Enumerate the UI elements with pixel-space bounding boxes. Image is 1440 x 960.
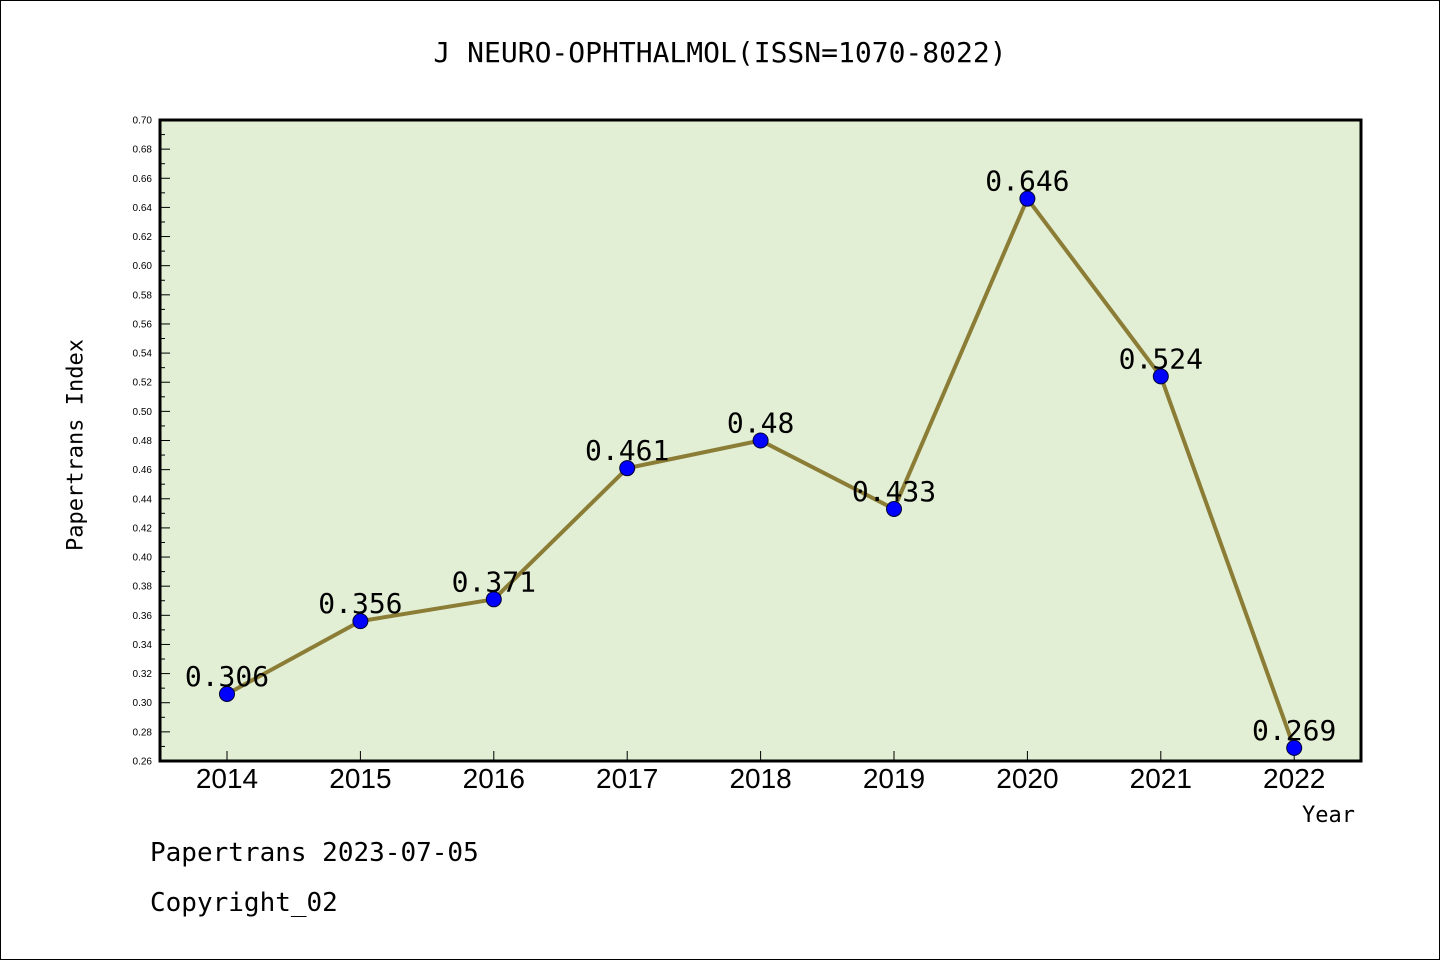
x-tick-label: 2019 [863, 763, 925, 794]
data-point-marker [219, 685, 235, 702]
x-tick-label: 2021 [1130, 763, 1192, 794]
y-tick-label: 0.68 [133, 145, 153, 156]
data-label: 0.371 [452, 565, 536, 598]
data-label: 0.356 [318, 587, 402, 620]
y-tick-label: 0.34 [133, 640, 153, 651]
footer-copyright: Copyright_02 [150, 888, 338, 918]
y-tick-label: 0.26 [133, 757, 153, 768]
x-tick-label: 2017 [596, 763, 658, 794]
data-point-marker [485, 591, 502, 608]
y-tick-label: 0.48 [133, 436, 153, 447]
y-tick-label: 0.58 [133, 290, 153, 301]
y-tick-label: 0.36 [133, 611, 153, 622]
data-label: 0.646 [985, 165, 1069, 198]
y-tick-label: 0.64 [133, 203, 153, 214]
y-tick-label: 0.42 [133, 523, 153, 534]
x-axis-label: Year [1302, 803, 1355, 828]
plot-border [158, 118, 1363, 763]
data-label: 0.48 [727, 407, 794, 440]
y-tick-label: 0.30 [133, 698, 153, 709]
data-label: 0.433 [852, 475, 936, 508]
data-point-marker [1286, 739, 1303, 756]
data-point-marker [1152, 368, 1169, 385]
footer-date: Papertrans 2023-07-05 [150, 838, 479, 868]
y-tick-label: 0.60 [133, 261, 153, 272]
x-tick-label: 2022 [1263, 763, 1325, 794]
y-tick-label: 0.40 [133, 553, 153, 564]
data-label: 0.461 [585, 434, 669, 467]
data-label: 0.306 [185, 660, 269, 693]
x-tick-label: 2020 [996, 763, 1058, 794]
y-tick-label: 0.32 [133, 669, 153, 680]
chart-title: J NEURO-OPHTHALMOL(ISSN=1070-8022) [433, 36, 1007, 69]
y-tick-label: 0.62 [133, 232, 153, 243]
y-tick-label: 0.70 [133, 116, 153, 127]
y-tick-label: 0.52 [133, 378, 153, 389]
y-tick-label: 0.28 [133, 727, 153, 738]
data-point-marker [1019, 190, 1036, 207]
y-tick-label: 0.56 [133, 319, 153, 330]
y-tick-label: 0.50 [133, 407, 153, 418]
x-tick-label: 2015 [329, 763, 391, 794]
data-point-marker [619, 460, 636, 477]
data-label: 0.269 [1252, 714, 1336, 747]
data-point-marker [752, 432, 769, 449]
y-tick-label: 0.46 [133, 465, 153, 476]
y-tick-label: 0.38 [133, 582, 153, 593]
x-tick-label: 2018 [729, 763, 791, 794]
y-tick-label: 0.54 [133, 349, 153, 360]
y-tick-label: 0.66 [133, 174, 153, 185]
data-point-marker [886, 500, 902, 517]
y-tick-label: 0.44 [133, 494, 153, 505]
x-tick-label: 2016 [463, 763, 525, 794]
data-point-marker [352, 613, 369, 630]
data-label: 0.524 [1119, 342, 1203, 375]
x-tick-label: 2014 [196, 763, 258, 794]
